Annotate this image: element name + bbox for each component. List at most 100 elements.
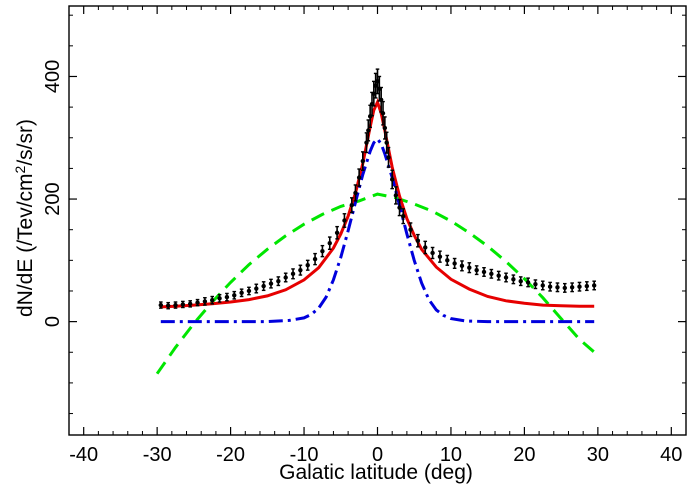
data-point	[290, 268, 296, 280]
data-point	[525, 277, 531, 288]
data-point-marker	[430, 250, 435, 256]
y-ticks: 0 200 400	[42, 14, 686, 415]
data-point-marker	[547, 284, 553, 289]
data-point	[195, 298, 200, 307]
data-point	[555, 282, 560, 293]
x-tick-label: 30	[587, 444, 609, 466]
data-point-marker	[378, 97, 384, 102]
data-point-marker	[349, 202, 354, 208]
data-point	[367, 104, 373, 129]
data-point-marker	[305, 263, 310, 268]
data-point-marker	[584, 283, 590, 289]
data-point-marker	[445, 258, 450, 263]
data-point	[401, 208, 406, 225]
data-point	[445, 254, 450, 266]
data-point-marker	[239, 290, 244, 296]
data-point	[437, 250, 443, 263]
data-point	[389, 169, 395, 190]
series-line-dashdot	[160, 136, 595, 324]
data-point	[533, 279, 538, 290]
data-point	[210, 295, 215, 305]
series-line-solid	[160, 98, 595, 309]
data-point-marker	[298, 267, 303, 273]
y-tick-label: 0	[42, 316, 64, 327]
data-point-marker	[474, 267, 479, 273]
data-point-marker	[290, 271, 296, 277]
data-point	[283, 272, 288, 283]
data-point-marker	[360, 158, 366, 164]
x-ticks: -40 -30 -20 -10 0 10 20 30 40	[69, 6, 682, 466]
data-point-marker	[562, 285, 568, 291]
data-point-marker	[366, 128, 371, 133]
data-point-marker	[283, 275, 288, 280]
data-point	[518, 276, 523, 287]
data-point-marker	[261, 283, 266, 289]
data-point	[180, 300, 186, 309]
data-point	[173, 301, 178, 309]
x-tick-label: 0	[372, 444, 383, 466]
data-point-marker	[393, 193, 399, 198]
data-point	[334, 225, 340, 240]
data-point-marker	[397, 205, 402, 210]
data-point-marker	[401, 214, 406, 219]
data-point	[584, 281, 590, 292]
data-point-marker	[467, 265, 472, 270]
data-point-marker	[246, 288, 252, 294]
y-axis-title-tail: /s/sr)	[14, 119, 37, 166]
data-point	[239, 288, 244, 298]
data-point	[312, 252, 318, 266]
data-point-marker	[158, 302, 164, 308]
x-tick-label: -20	[216, 444, 245, 466]
data-point	[540, 280, 545, 291]
data-point-marker	[384, 140, 389, 145]
data-point-marker	[496, 273, 501, 278]
data-point	[261, 281, 266, 292]
data-point	[187, 300, 193, 308]
data-point-marker	[386, 155, 391, 160]
data-point	[356, 168, 362, 187]
data-point-marker	[569, 285, 575, 290]
y-axis-title-superscript: 2	[12, 165, 28, 173]
data-point	[217, 293, 222, 303]
data-point	[562, 282, 568, 293]
data-point-marker	[591, 283, 597, 288]
data-point	[276, 276, 281, 287]
data-point-marker	[276, 278, 281, 284]
data-point	[511, 274, 516, 285]
data-point	[474, 265, 479, 276]
data-point-marker	[389, 177, 395, 182]
x-tick-label: 10	[440, 444, 462, 466]
data-point	[591, 280, 597, 291]
data-point-marker	[533, 282, 538, 287]
y-axis-title-main: dN/dE (/Tev/cm	[14, 173, 37, 317]
data-point	[386, 146, 391, 168]
data-point-marker	[511, 277, 516, 282]
data-point	[366, 119, 371, 142]
data-point	[165, 301, 171, 310]
data-point	[342, 213, 347, 228]
data-point	[364, 132, 369, 154]
data-point	[384, 131, 389, 154]
data-point	[349, 197, 354, 214]
data-point-marker	[217, 296, 222, 301]
data-point-marker	[268, 281, 274, 286]
data-point-marker	[540, 283, 545, 288]
x-tick-label: -10	[290, 444, 319, 466]
data-point	[503, 272, 509, 283]
data-point	[268, 278, 274, 289]
data-point-marker	[415, 238, 421, 243]
data-point	[246, 286, 252, 296]
data-point-marker	[195, 300, 200, 305]
data-point-marker	[525, 280, 531, 285]
data-point	[459, 260, 465, 272]
data-point-marker	[503, 275, 509, 280]
data-point	[202, 297, 208, 306]
data-point	[569, 282, 575, 293]
data-point-marker	[518, 278, 523, 284]
data-point-marker	[577, 284, 582, 289]
data-point	[232, 290, 237, 300]
data-point-marker	[481, 269, 487, 275]
data-point-marker	[210, 297, 215, 303]
data-point	[327, 236, 332, 251]
